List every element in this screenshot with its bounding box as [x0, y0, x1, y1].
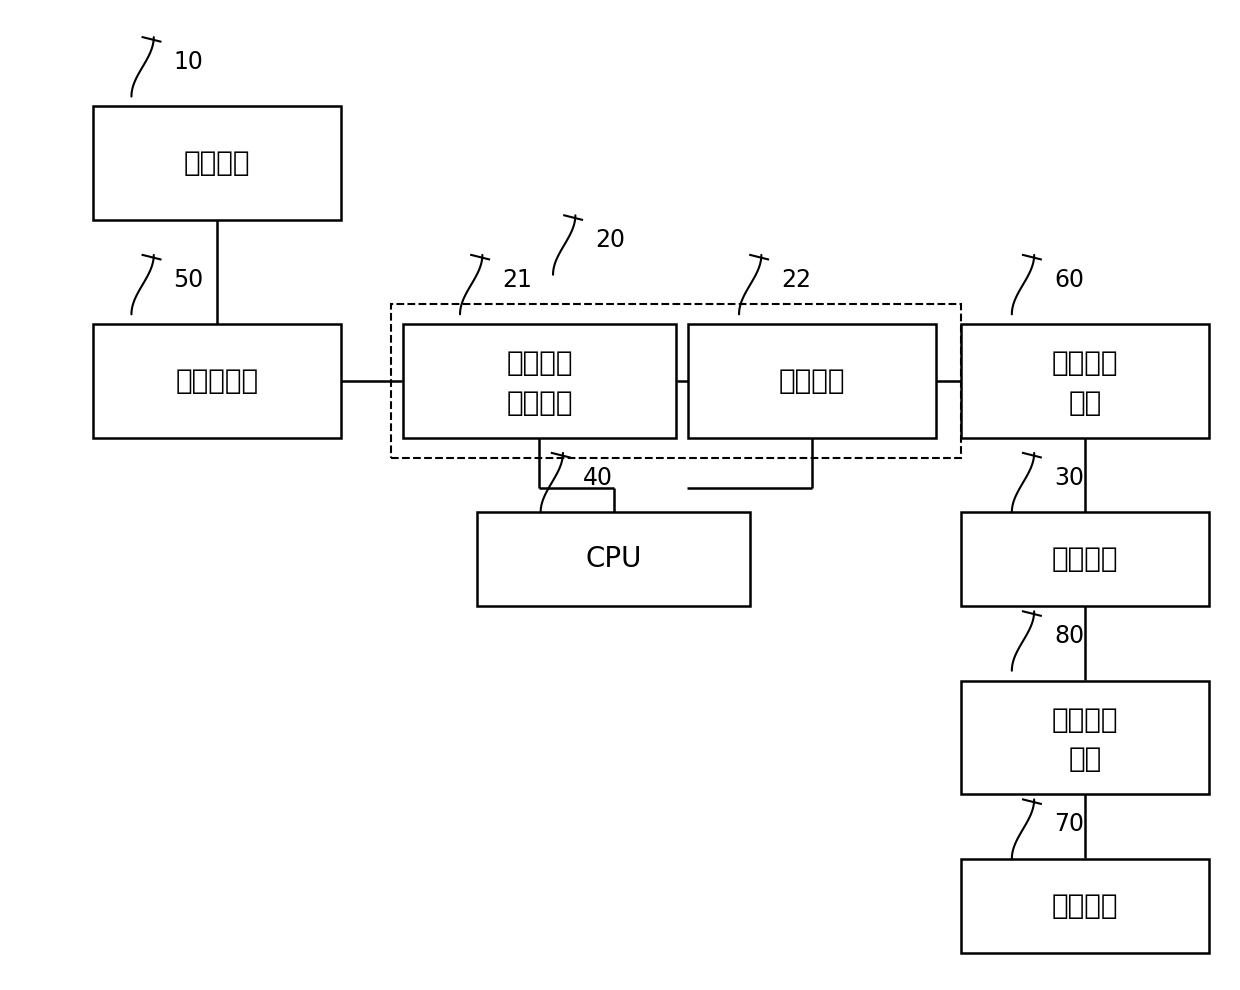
Text: 充电接口: 充电接口: [184, 149, 250, 177]
Bar: [93, 325, 341, 438]
Bar: [688, 325, 936, 438]
Bar: [403, 325, 676, 438]
Bar: [961, 681, 1209, 794]
Text: 调压电路: 调压电路: [779, 367, 846, 395]
Text: 21: 21: [502, 267, 532, 292]
Text: 直流变换器: 直流变换器: [175, 367, 259, 395]
Text: 第一功率: 第一功率: [1052, 349, 1118, 377]
Text: CPU: CPU: [585, 545, 642, 573]
Text: 20: 20: [595, 228, 625, 252]
Text: 30: 30: [1054, 465, 1084, 490]
Text: 70: 70: [1054, 812, 1084, 837]
Text: 放电电路: 放电电路: [1052, 892, 1118, 920]
Text: 检测电路: 检测电路: [506, 389, 573, 417]
Bar: [477, 513, 750, 606]
Bar: [961, 858, 1209, 952]
Text: 40: 40: [583, 465, 613, 490]
Bar: [93, 106, 341, 221]
Text: 开关: 开关: [1069, 389, 1101, 417]
Text: 60: 60: [1054, 267, 1084, 292]
Bar: [961, 513, 1209, 606]
Text: 80: 80: [1054, 624, 1084, 648]
Text: 50: 50: [174, 267, 203, 292]
Text: 第二功率: 第二功率: [1052, 706, 1118, 734]
Text: 10: 10: [174, 50, 203, 74]
Text: 开关: 开关: [1069, 745, 1101, 773]
Text: 22: 22: [781, 267, 811, 292]
Bar: [961, 325, 1209, 438]
Bar: [391, 305, 961, 457]
Text: 充电电池: 充电电池: [1052, 545, 1118, 573]
Text: 电压电流: 电压电流: [506, 349, 573, 377]
